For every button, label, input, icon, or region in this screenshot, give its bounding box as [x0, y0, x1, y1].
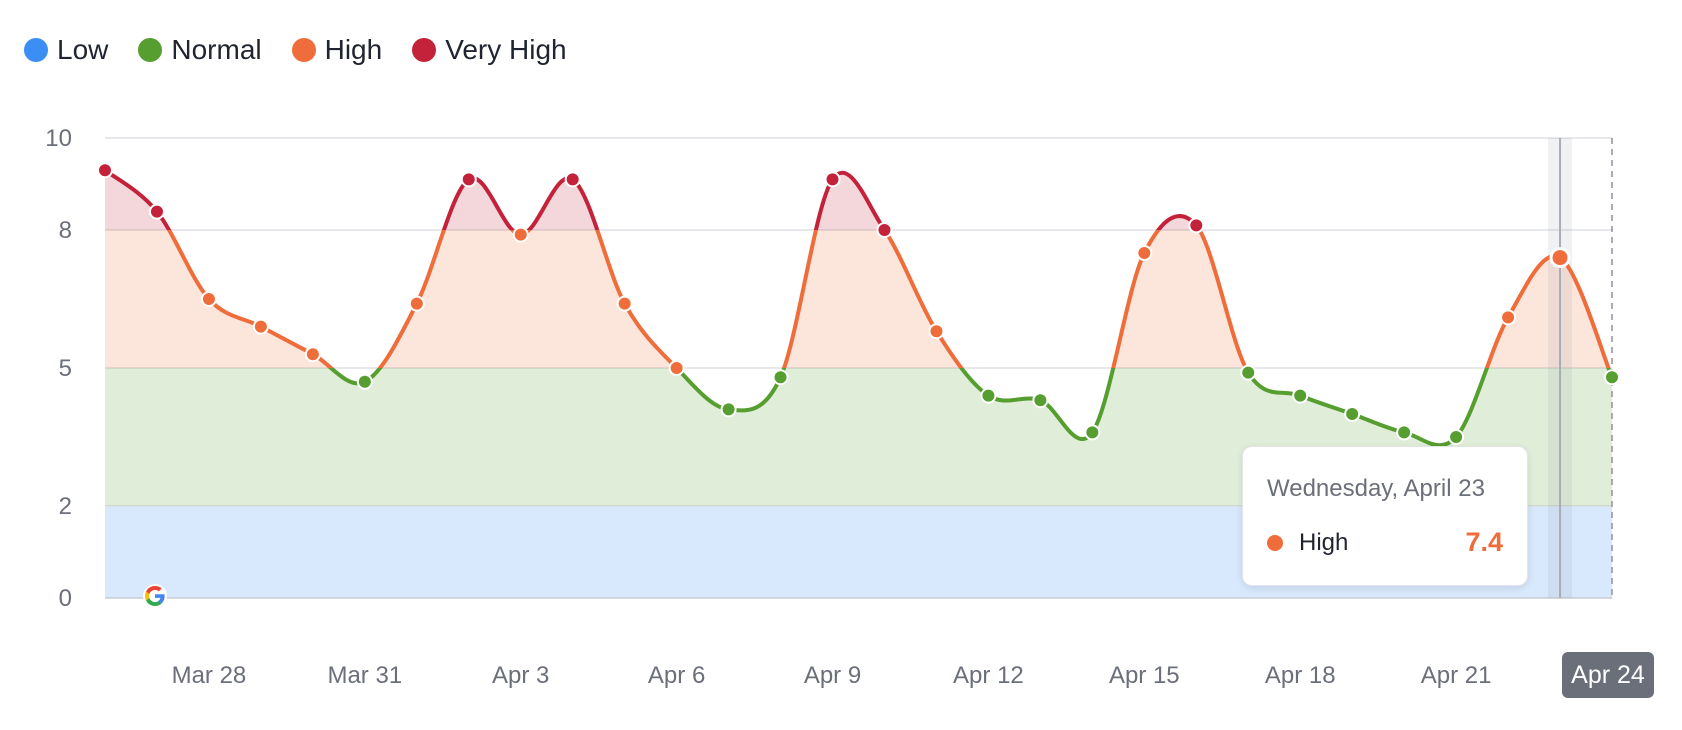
y-tick-label-2: 2: [59, 493, 72, 520]
data-point[interactable]: [1396, 424, 1413, 441]
google-g-icon: [143, 584, 167, 608]
data-point[interactable]: [252, 318, 269, 335]
data-point[interactable]: [1188, 217, 1205, 234]
data-point[interactable]: [668, 360, 685, 376]
hover-marker: [1548, 138, 1613, 598]
data-point[interactable]: [148, 203, 165, 220]
legend-item-high[interactable]: High: [291, 34, 383, 66]
x-tick-label: Apr 15: [1109, 662, 1180, 689]
data-point[interactable]: [1292, 387, 1309, 404]
data-point[interactable]: [200, 291, 217, 307]
data-point[interactable]: [1136, 245, 1153, 261]
legend: Low Normal High Very High: [24, 34, 597, 66]
x-tick-label: Apr 18: [1265, 662, 1336, 689]
data-point[interactable]: [980, 387, 997, 404]
x-tick-label: Apr 9: [804, 662, 861, 689]
legend-dot-very-high: [412, 38, 437, 62]
data-point[interactable]: [824, 171, 841, 188]
legend-dot-low: [24, 38, 48, 62]
line-segment-high: [166, 230, 1611, 368]
area-normal: [105, 368, 1612, 506]
y-tick-label-8: 8: [59, 217, 72, 244]
data-point[interactable]: [1500, 309, 1517, 326]
tooltip-dot: [1267, 534, 1283, 551]
data-point[interactable]: [616, 295, 633, 312]
legend-label-very-high: Very High: [445, 34, 567, 65]
x-tick-label: Apr 12: [953, 662, 1024, 689]
legend-dot-high: [291, 38, 316, 62]
legend-label-high: High: [324, 34, 383, 65]
y-axis: 0 2 5 8 10: [45, 125, 72, 612]
data-point[interactable]: [720, 401, 737, 418]
legend-label-normal: Normal: [171, 34, 262, 65]
legend-item-normal[interactable]: Normal: [138, 34, 262, 66]
y-tick-label-10: 10: [45, 125, 72, 152]
legend-item-low[interactable]: Low: [24, 34, 108, 66]
data-point[interactable]: [1604, 369, 1620, 386]
y-tick-label-5: 5: [59, 355, 72, 382]
line-segment-very-high: [103, 168, 1202, 230]
tooltip-value: 7.4: [1465, 527, 1503, 557]
data-point[interactable]: [1240, 364, 1257, 381]
x-tick-label: Apr 6: [648, 662, 705, 689]
data-point[interactable]: [460, 171, 477, 188]
x-tick-label: Mar 31: [327, 662, 402, 689]
data-point[interactable]: [304, 346, 321, 363]
data-point[interactable]: [1549, 247, 1571, 269]
data-point[interactable]: [356, 373, 373, 390]
tooltip-date: Wednesday, April 23: [1267, 475, 1485, 502]
data-point[interactable]: [97, 162, 113, 179]
data-point[interactable]: [512, 226, 529, 243]
data-point[interactable]: [1448, 429, 1465, 445]
tooltip-row: High 7.4: [1267, 527, 1503, 558]
x-tick-label: Mar 28: [172, 662, 247, 689]
data-points: [97, 162, 1620, 445]
data-point[interactable]: [1032, 392, 1049, 409]
data-point[interactable]: [564, 171, 581, 188]
data-point[interactable]: [928, 323, 945, 340]
hover-date-badge: Apr 24: [1562, 652, 1654, 698]
tooltip: Wednesday, April 23 High 7.4: [1242, 446, 1528, 586]
legend-label-low: Low: [57, 34, 109, 65]
x-tick-label: Apr 3: [492, 662, 549, 689]
x-axis: Mar 28 Mar 31 Apr 3 Apr 6 Apr 9 Apr 12 Apr 15 A…: [172, 662, 1492, 689]
data-point[interactable]: [772, 369, 789, 386]
data-point[interactable]: [1084, 424, 1101, 441]
data-point[interactable]: [876, 222, 893, 238]
data-point[interactable]: [408, 295, 425, 312]
y-tick-label-0: 0: [59, 585, 72, 612]
legend-dot-normal: [138, 38, 163, 62]
x-tick-label: Apr 21: [1421, 662, 1492, 689]
data-point[interactable]: [1344, 406, 1361, 422]
legend-item-very-high[interactable]: Very High: [412, 34, 567, 66]
tooltip-level-label: High: [1299, 528, 1349, 556]
